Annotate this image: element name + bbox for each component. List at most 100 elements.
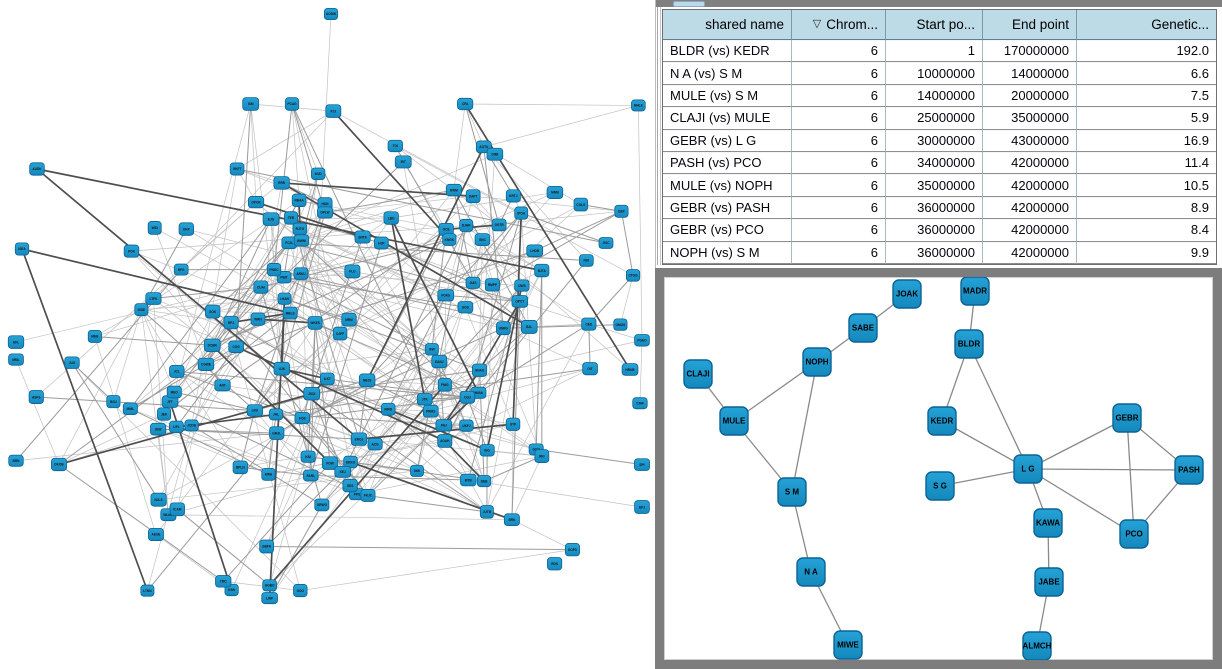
network-node[interactable]: ILKT [319, 372, 335, 386]
network-node[interactable]: DKOB [51, 457, 67, 472]
table-cell[interactable]: 9.9 [1077, 241, 1216, 264]
table-cell[interactable]: 35000000 [983, 107, 1077, 130]
network-node[interactable]: WJD [311, 167, 326, 181]
network-node-L G[interactable]: L G [1013, 454, 1043, 484]
network-node-S M[interactable]: S M [777, 477, 807, 507]
network-node[interactable]: DMI [410, 464, 424, 477]
network-node[interactable]: ENOJ [350, 432, 368, 446]
network-node[interactable]: OIT [582, 362, 598, 376]
network-node[interactable]: FOII [294, 411, 310, 425]
table-cell[interactable]: 6 [792, 84, 886, 108]
network-node[interactable]: EPJ [634, 500, 650, 514]
network-node[interactable]: DAPT [465, 189, 481, 204]
network-node[interactable]: GMJL [269, 426, 285, 440]
network-node-MULE[interactable]: MULE [719, 406, 749, 436]
network-node[interactable]: RMPP [484, 278, 501, 292]
filter-funnel-icon[interactable]: ▽ [812, 18, 822, 30]
network-node[interactable]: EANJ [431, 354, 448, 369]
table-cell[interactable]: 20000000 [983, 84, 1077, 108]
network-node[interactable]: ISEA [14, 242, 30, 256]
table-cell[interactable]: 43000000 [983, 129, 1077, 152]
column-header-genetic[interactable]: Genetic... [1077, 10, 1216, 40]
table-cell[interactable]: 6 [792, 219, 886, 242]
network-node-MIWE[interactable]: MIWE [833, 630, 863, 660]
network-node[interactable]: POK [123, 244, 140, 258]
network-node[interactable]: OPCT [511, 295, 529, 308]
network-node[interactable]: JUO [64, 356, 80, 369]
network-node[interactable]: OCE [438, 222, 454, 236]
table-cell[interactable]: 16.9 [1077, 129, 1216, 152]
network-node[interactable]: IJWS [514, 279, 530, 292]
network-node[interactable]: CFA [457, 97, 474, 111]
network-node[interactable]: IRT [394, 155, 412, 169]
network-node[interactable]: PJJ [325, 104, 342, 118]
network-node[interactable]: ISM [242, 97, 260, 111]
table-cell[interactable]: 6 [792, 129, 886, 152]
network-node[interactable]: LTFK [145, 292, 162, 305]
network-node[interactable]: HJP [374, 236, 389, 250]
table-cell[interactable]: 6.6 [1077, 62, 1216, 85]
table-cell[interactable]: 42000000 [983, 151, 1077, 175]
network-node[interactable]: SES [342, 478, 358, 493]
table-cell[interactable]: 34000000 [886, 151, 983, 175]
table-cell[interactable]: 6 [792, 107, 886, 130]
network-node[interactable]: RIRD [381, 402, 396, 416]
table-cell[interactable]: 10000000 [886, 62, 983, 85]
overview-network-canvas[interactable]: AODW AUDK ISEA JISC NJLS MML CUAI TER JUO DAPT WKE… [0, 0, 655, 669]
network-node[interactable]: AODW [323, 7, 339, 21]
network-node-KEDR[interactable]: KEDR [927, 406, 957, 436]
network-node[interactable]: ARKU [293, 267, 309, 280]
network-node[interactable]: FOW [321, 456, 339, 470]
network-node[interactable]: GNC [474, 233, 491, 247]
network-node[interactable]: RRR [273, 176, 290, 190]
network-node-ALMCH[interactable]: ALMCH [1022, 631, 1052, 660]
network-node[interactable]: DPLW [317, 206, 334, 219]
network-node[interactable]: FCJL [281, 236, 298, 250]
network-node[interactable]: JISC [598, 237, 614, 249]
network-node[interactable]: DEB [476, 475, 492, 488]
network-node[interactable]: GKFT [229, 162, 245, 176]
table-cell[interactable]: 14000000 [886, 84, 983, 108]
network-node[interactable]: AEUE [148, 527, 164, 542]
network-node[interactable]: JAL [268, 408, 284, 421]
network-node[interactable]: JCDB [184, 419, 199, 432]
network-node[interactable]: LWP [261, 592, 278, 605]
table-cell-shared-name[interactable]: GEBR (vs) L G [663, 129, 792, 152]
table-cell[interactable]: 36000000 [886, 219, 983, 242]
network-node[interactable]: AUDK [29, 162, 45, 176]
network-node[interactable]: GGTR [491, 218, 507, 232]
network-node-S G[interactable]: S G [925, 471, 955, 501]
network-node[interactable]: RPJ [223, 315, 239, 330]
table-cell[interactable]: 6 [792, 241, 886, 264]
network-node[interactable]: MRM [341, 312, 357, 327]
network-node-PASH[interactable]: PASH [1174, 455, 1204, 485]
network-node[interactable]: TJHF [632, 397, 648, 410]
network-node[interactable]: LTNN [140, 584, 155, 597]
table-cell[interactable]: 35000000 [886, 174, 983, 197]
network-node[interactable]: OKP [178, 222, 195, 236]
network-node[interactable]: BPLN [232, 460, 248, 475]
table-cell[interactable]: 5.9 [1077, 107, 1216, 130]
column-header-start-position[interactable]: Start po... [886, 10, 983, 40]
network-node[interactable]: MML [8, 353, 24, 366]
network-node[interactable]: IPOA [514, 206, 529, 220]
network-node[interactable]: LHAN [277, 292, 292, 305]
table-cell[interactable]: 42000000 [983, 174, 1077, 197]
network-node-MADR[interactable]: MADR [960, 277, 990, 306]
network-node[interactable]: RWM [445, 183, 462, 197]
table-cell-shared-name[interactable]: CLAJI (vs) MULE [663, 107, 792, 130]
column-header-end-point[interactable]: End point [983, 10, 1077, 40]
network-node-SABE[interactable]: SABE [848, 313, 878, 343]
table-cell[interactable]: 11.4 [1077, 151, 1216, 175]
network-node[interactable]: TOI [387, 139, 403, 153]
network-node[interactable]: DEP [614, 204, 629, 218]
network-node[interactable]: MEO [166, 385, 182, 399]
network-edge-L G-GEBR[interactable] [1027, 417, 1128, 470]
network-node[interactable]: WKES [307, 316, 323, 330]
network-node[interactable]: BRK [503, 513, 520, 527]
network-node[interactable]: FARL [303, 469, 319, 482]
network-node[interactable]: MBLS [282, 306, 298, 320]
table-cell[interactable]: 6 [792, 151, 886, 175]
table-cell[interactable]: 10.5 [1077, 174, 1216, 197]
network-node[interactable]: RKI [534, 449, 550, 463]
